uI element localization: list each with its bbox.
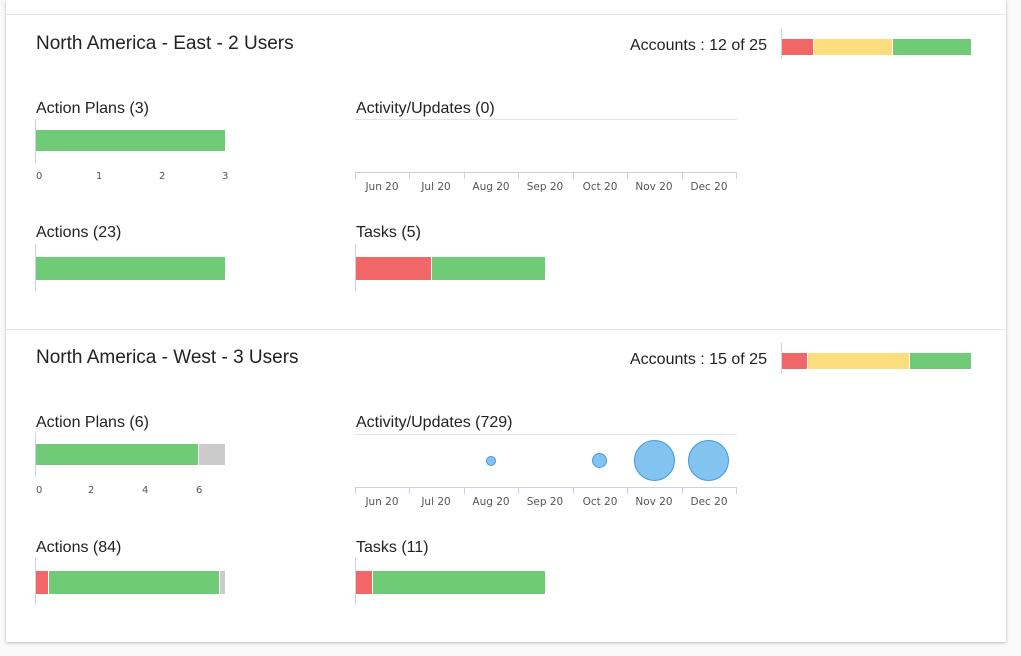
x-tick xyxy=(409,487,410,494)
region-north-america-west: North America - West - 3 Users Accounts … xyxy=(6,329,1006,643)
x-label: Dec 20 xyxy=(690,181,728,193)
x-tick xyxy=(464,172,465,179)
action-plans-title: Action Plans (3) xyxy=(36,100,149,117)
axis-tick: 3 xyxy=(222,171,229,182)
dashboard-card: North America - East - 2 Users Accounts … xyxy=(6,0,1006,642)
x-tick xyxy=(355,172,356,179)
axis-tick: 2 xyxy=(88,485,95,496)
x-label: Jul 20 xyxy=(421,181,451,193)
x-label: Dec 20 xyxy=(690,496,728,508)
bar-segment-red[interactable] xyxy=(356,571,372,594)
x-tick xyxy=(409,172,410,179)
accounts-label: Accounts : 12 of 25 xyxy=(630,37,767,54)
x-axis-line xyxy=(355,487,737,488)
activity-chart: Jun 20 Jul 20 Aug 20 Sep 20 Oct 20 Nov 2… xyxy=(355,119,737,199)
tasks-title: Tasks (11) xyxy=(356,539,429,556)
accounts-bar[interactable] xyxy=(782,39,971,55)
axis-tick: 1 xyxy=(96,171,103,182)
actions-axis xyxy=(35,558,36,605)
bar-segment-grey[interactable] xyxy=(198,444,225,465)
actions-bar[interactable] xyxy=(36,257,225,280)
bubble-nov-20[interactable] xyxy=(634,440,675,481)
x-label: Oct 20 xyxy=(582,181,618,193)
x-tick xyxy=(355,487,356,494)
region-title: North America - East - 2 Users xyxy=(36,33,294,54)
x-tick xyxy=(464,487,465,494)
x-tick xyxy=(682,487,683,494)
tasks-title: Tasks (5) xyxy=(356,224,421,241)
tasks-axis xyxy=(355,244,356,291)
axis-tick: 0 xyxy=(36,171,43,182)
region-title: North America - West - 3 Users xyxy=(36,347,299,368)
accounts-segment-red[interactable] xyxy=(782,39,813,55)
axis-tick: 4 xyxy=(142,485,149,496)
bar-segment-green[interactable] xyxy=(48,571,219,594)
x-label: Aug 20 xyxy=(472,181,510,193)
chart-top-line xyxy=(355,434,737,435)
axis-tick: 2 xyxy=(159,171,166,182)
region-north-america-east: North America - East - 2 Users Accounts … xyxy=(6,15,1006,329)
accounts-segment-yellow[interactable] xyxy=(813,39,892,55)
activity-title: Activity/Updates (729) xyxy=(356,414,513,431)
accounts-segment-green[interactable] xyxy=(909,353,971,369)
x-label: Jun 20 xyxy=(365,181,399,193)
bar-segment-green[interactable] xyxy=(36,444,198,465)
activity-chart: Jun 20 Jul 20 Aug 20 Sep 20 Oct 20 Nov 2… xyxy=(355,434,737,514)
accounts-segment-green[interactable] xyxy=(892,39,971,55)
accounts-bar[interactable] xyxy=(782,353,971,369)
bubble-oct-20[interactable] xyxy=(592,453,607,468)
chart-top-line xyxy=(355,119,737,120)
action-plans-axis xyxy=(35,119,36,163)
x-tick xyxy=(682,172,683,179)
tasks-bar[interactable] xyxy=(356,571,545,594)
bar-segment-green[interactable] xyxy=(431,257,545,280)
x-tick xyxy=(627,172,628,179)
x-label: Sep 20 xyxy=(526,181,564,193)
bubble-aug-20[interactable] xyxy=(486,456,496,466)
accounts-label: Accounts : 15 of 25 xyxy=(630,351,767,368)
action-plans-title: Action Plans (6) xyxy=(36,414,149,431)
x-tick xyxy=(736,487,737,494)
actions-title: Actions (23) xyxy=(36,224,122,241)
action-plans-axis xyxy=(35,433,36,477)
accounts-axis xyxy=(781,29,782,59)
bar-segment-green[interactable] xyxy=(36,130,225,151)
bar-segment-green[interactable] xyxy=(372,571,545,594)
divider xyxy=(6,14,1006,15)
x-axis-line xyxy=(355,172,737,173)
actions-title: Actions (84) xyxy=(36,539,122,556)
x-label: Nov 20 xyxy=(635,496,673,508)
axis-tick: 6 xyxy=(196,485,203,496)
x-label: Oct 20 xyxy=(582,496,618,508)
x-tick xyxy=(518,487,519,494)
axis-tick: 0 xyxy=(36,485,43,496)
x-label: Aug 20 xyxy=(472,496,510,508)
x-tick xyxy=(736,172,737,179)
bar-segment-green[interactable] xyxy=(36,257,225,280)
x-tick xyxy=(518,172,519,179)
x-label: Sep 20 xyxy=(526,496,564,508)
x-label: Nov 20 xyxy=(635,181,673,193)
accounts-segment-yellow[interactable] xyxy=(807,353,909,369)
x-tick xyxy=(627,487,628,494)
tasks-axis xyxy=(355,558,356,605)
bar-segment-grey[interactable] xyxy=(219,571,225,594)
bubble-dec-20[interactable] xyxy=(688,440,729,481)
x-label: Jun 20 xyxy=(365,496,399,508)
accounts-axis xyxy=(781,343,782,373)
activity-title: Activity/Updates (0) xyxy=(356,100,495,117)
tasks-bar[interactable] xyxy=(356,257,545,280)
actions-axis xyxy=(35,244,36,291)
x-tick xyxy=(573,172,574,179)
actions-bar[interactable] xyxy=(36,571,225,594)
bar-segment-red[interactable] xyxy=(36,571,48,594)
x-tick xyxy=(573,487,574,494)
action-plans-bar[interactable] xyxy=(36,444,225,465)
accounts-segment-red[interactable] xyxy=(782,353,807,369)
bar-segment-red[interactable] xyxy=(356,257,431,280)
action-plans-bar[interactable] xyxy=(36,130,225,151)
x-label: Jul 20 xyxy=(421,496,451,508)
